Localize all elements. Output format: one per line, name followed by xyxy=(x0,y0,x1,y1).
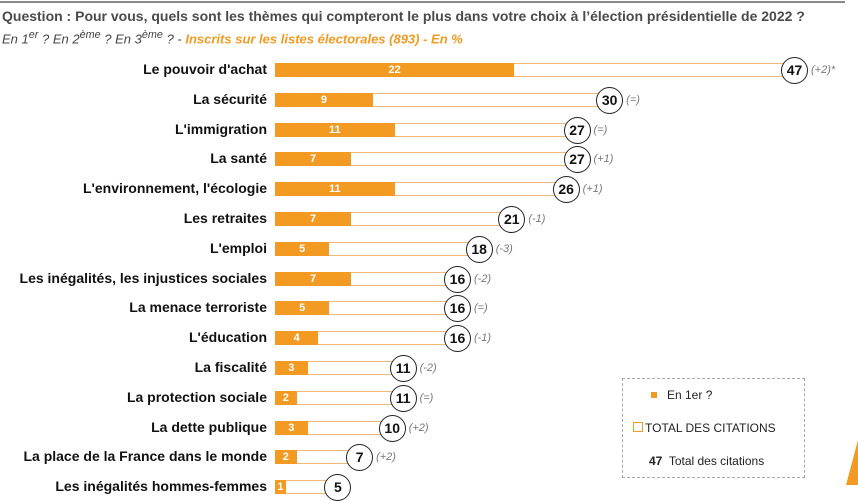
category-label: La dette publique xyxy=(151,418,267,435)
subtitle-highlight: Inscrits sur les listes électorales (893… xyxy=(185,31,463,47)
total-value: 30 xyxy=(596,86,624,114)
legend-first-swatch xyxy=(651,392,657,398)
first-bar: 22 xyxy=(275,63,515,77)
total-value: 7 xyxy=(346,444,374,472)
first-bar: 7 xyxy=(275,152,352,167)
change-label: (+2)* xyxy=(811,64,836,76)
legend-total-label: TOTAL DES CITATIONS xyxy=(645,421,776,435)
category-label: Les inégalités, les injustices sociales xyxy=(19,269,267,286)
legend: En 1er ? TOTAL DES CITATIONS 47 Total de… xyxy=(622,378,805,478)
category-label: Les retraites xyxy=(183,210,267,226)
first-bar: 1 xyxy=(275,480,286,495)
change-label: (=) xyxy=(419,391,434,404)
total-value: 16 xyxy=(443,325,471,353)
total-value: 5 xyxy=(324,474,352,501)
category-label: La protection sociale xyxy=(126,388,267,405)
change-label: (-2) xyxy=(473,272,492,285)
change-label: (+1) xyxy=(582,183,603,196)
first-bar: 2 xyxy=(275,450,297,465)
legend-first: En 1er ? xyxy=(633,388,712,402)
top-rule xyxy=(0,1,845,3)
legend-circle-label: Total des citations xyxy=(668,454,765,468)
category-label: La place de la France dans le monde xyxy=(23,448,267,465)
category-label: La sécurité xyxy=(193,90,267,107)
change-label: (=) xyxy=(626,93,640,106)
change-label: (=) xyxy=(473,302,488,315)
change-label: (=) xyxy=(593,123,608,136)
total-value: 11 xyxy=(389,384,417,412)
total-value: 21 xyxy=(498,206,526,233)
category-label: L'environnement, l'écologie xyxy=(82,180,267,197)
category-label: Les inégalités hommes-femmes xyxy=(55,478,267,495)
total-value: 16 xyxy=(443,295,471,323)
change-label: (-2) xyxy=(419,362,437,374)
decorative-triangle xyxy=(846,440,858,485)
change-label: (+1) xyxy=(593,153,614,166)
first-bar: 11 xyxy=(275,122,395,137)
total-value: 16 xyxy=(443,265,471,293)
first-bar: 2 xyxy=(275,390,297,405)
total-value: 18 xyxy=(465,235,493,263)
change-label: (+2) xyxy=(376,451,396,464)
first-bar: 4 xyxy=(275,331,319,346)
category-label: La menace terroriste xyxy=(129,299,267,316)
category-label: L'éducation xyxy=(189,329,267,346)
category-label: La santé xyxy=(210,150,267,167)
category-label: L'immigration xyxy=(175,120,267,137)
total-value: 26 xyxy=(552,176,580,204)
chart-subtitle: En 1er ? En 2ème ? En 3ème ? - Inscrits … xyxy=(2,29,463,47)
first-bar: 5 xyxy=(275,241,330,256)
chart-title: Question : Pour vous, quels sont les thè… xyxy=(2,8,805,24)
change-label: (-3) xyxy=(495,242,513,255)
total-value: 47 xyxy=(781,57,808,84)
first-bar: 3 xyxy=(275,361,308,375)
legend-total: TOTAL DES CITATIONS xyxy=(633,421,776,435)
category-label: La fiscalité xyxy=(194,359,267,375)
legend-circle-value: 47 xyxy=(649,454,663,468)
total-value: 10 xyxy=(378,414,406,442)
category-label: L'emploi xyxy=(210,239,267,256)
category-label: Le pouvoir d'achat xyxy=(143,61,267,77)
first-bar: 11 xyxy=(275,182,395,197)
first-bar: 7 xyxy=(275,212,352,226)
total-value: 27 xyxy=(563,116,591,144)
change-label: (-1) xyxy=(473,332,492,345)
first-bar: 3 xyxy=(275,420,308,435)
legend-total-swatch xyxy=(633,422,643,432)
first-bar: 5 xyxy=(275,301,330,316)
total-value: 11 xyxy=(389,355,417,382)
change-label: (+2) xyxy=(408,421,429,434)
legend-circle: 47 Total des citations xyxy=(649,454,764,468)
first-bar: 7 xyxy=(275,271,352,286)
legend-first-label: En 1er ? xyxy=(667,388,713,402)
change-label: (-1) xyxy=(528,213,546,225)
total-value: 27 xyxy=(563,146,591,174)
first-bar: 9 xyxy=(275,92,373,107)
